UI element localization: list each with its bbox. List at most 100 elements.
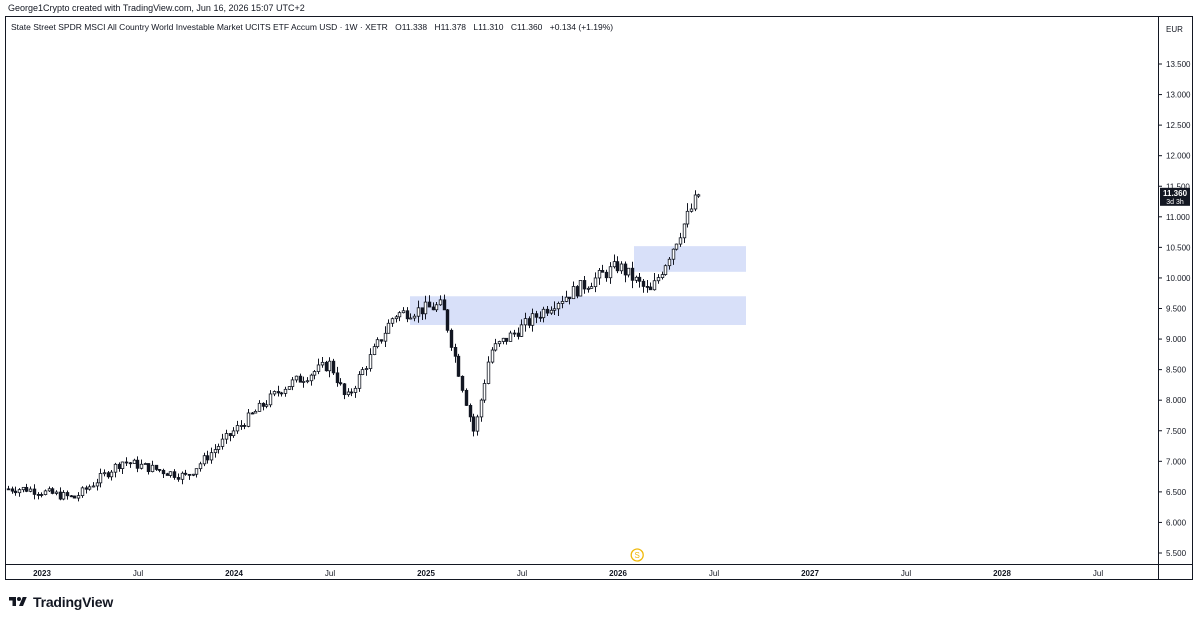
candle-body[interactable]: [176, 477, 181, 480]
candle-body[interactable]: [615, 261, 620, 272]
candle-body[interactable]: [305, 380, 310, 383]
candle-body[interactable]: [316, 364, 321, 372]
candle-body[interactable]: [106, 472, 111, 478]
candle-body[interactable]: [320, 361, 325, 366]
candle-body[interactable]: [43, 490, 48, 495]
candle-body[interactable]: [468, 405, 473, 418]
candle-body[interactable]: [357, 374, 362, 389]
candle-body[interactable]: [335, 372, 340, 384]
candle-body[interactable]: [519, 324, 524, 337]
candle-body[interactable]: [135, 459, 140, 469]
candle-body[interactable]: [545, 308, 550, 314]
candle-body[interactable]: [120, 461, 125, 469]
candle-body[interactable]: [449, 329, 454, 348]
last-price-label-bg[interactable]: [1160, 187, 1190, 206]
candle-body[interactable]: [386, 322, 391, 334]
candle-body[interactable]: [674, 243, 679, 250]
candle-body[interactable]: [648, 286, 653, 291]
candle-body[interactable]: [132, 459, 137, 464]
tradingview-logo[interactable]: TradingView: [8, 594, 113, 610]
candle-body[interactable]: [139, 463, 144, 469]
candle-body[interactable]: [641, 280, 646, 287]
candle-body[interactable]: [242, 425, 247, 427]
candle-body[interactable]: [117, 463, 122, 469]
candle-body[interactable]: [412, 315, 417, 319]
candle-body[interactable]: [143, 463, 148, 465]
candle-body[interactable]: [309, 374, 314, 382]
candle-body[interactable]: [261, 402, 266, 407]
candle-body[interactable]: [608, 266, 613, 279]
candle-body[interactable]: [586, 287, 591, 290]
candle-body[interactable]: [272, 391, 277, 395]
candle-body[interactable]: [564, 296, 569, 302]
candle-body[interactable]: [538, 316, 543, 319]
candle-body[interactable]: [368, 354, 373, 369]
candle-body[interactable]: [423, 301, 428, 315]
candle-body[interactable]: [264, 404, 269, 407]
candle-body[interactable]: [567, 296, 572, 300]
candle-body[interactable]: [205, 455, 210, 461]
candle-body[interactable]: [54, 491, 59, 494]
candle-body[interactable]: [493, 343, 498, 351]
candle-body[interactable]: [630, 267, 635, 281]
candle-body[interactable]: [338, 382, 343, 385]
candle-body[interactable]: [213, 449, 218, 454]
candle-body[interactable]: [28, 488, 33, 492]
candle-body[interactable]: [667, 258, 672, 267]
candle-body[interactable]: [283, 388, 288, 394]
candle-body[interactable]: [682, 223, 687, 239]
candle-body[interactable]: [693, 194, 698, 210]
candle-body[interactable]: [523, 318, 528, 326]
candle-body[interactable]: [250, 412, 255, 415]
candle-body[interactable]: [95, 482, 100, 487]
candle-body[interactable]: [578, 280, 583, 297]
candle-body[interactable]: [431, 306, 436, 311]
candle-body[interactable]: [246, 412, 251, 427]
candle-body[interactable]: [157, 469, 162, 471]
candle-body[interactable]: [394, 316, 399, 320]
candle-body[interactable]: [456, 355, 461, 377]
candle-body[interactable]: [202, 455, 207, 465]
candle-body[interactable]: [220, 438, 225, 447]
candle-body[interactable]: [209, 452, 214, 461]
candle-body[interactable]: [235, 425, 240, 432]
candle-body[interactable]: [589, 286, 594, 289]
candle-body[interactable]: [17, 489, 22, 494]
candle-body[interactable]: [379, 339, 384, 342]
candle-body[interactable]: [460, 375, 465, 391]
candle-body[interactable]: [276, 391, 281, 394]
candle-body[interactable]: [327, 360, 332, 372]
candle-body[interactable]: [24, 486, 29, 492]
candle-body[interactable]: [534, 313, 539, 318]
candle-body[interactable]: [685, 210, 690, 225]
candle-body[interactable]: [372, 346, 377, 355]
candle-body[interactable]: [168, 471, 173, 476]
candle-body[interactable]: [231, 430, 236, 437]
currency-label[interactable]: EUR: [1166, 25, 1183, 34]
candle-body[interactable]: [69, 495, 74, 498]
candle-body[interactable]: [165, 473, 170, 476]
candle-body[interactable]: [671, 248, 676, 260]
candle-body[interactable]: [216, 446, 221, 450]
candle-body[interactable]: [619, 263, 624, 272]
candle-body[interactable]: [65, 492, 70, 497]
candle-body[interactable]: [58, 491, 63, 500]
candle-body[interactable]: [180, 472, 185, 480]
candle-body[interactable]: [434, 304, 439, 311]
candle-body[interactable]: [390, 318, 395, 324]
candle-body[interactable]: [652, 280, 657, 291]
demand-zone-2[interactable]: [634, 246, 746, 272]
candle-body[interactable]: [597, 270, 602, 279]
candle-body[interactable]: [497, 341, 502, 345]
candle-body[interactable]: [47, 488, 52, 492]
candle-body[interactable]: [39, 494, 44, 496]
candle-body[interactable]: [512, 332, 517, 335]
candle-body[interactable]: [637, 276, 642, 282]
candle-body[interactable]: [290, 379, 295, 387]
candle-body[interactable]: [346, 391, 351, 396]
candle-body[interactable]: [656, 277, 661, 282]
candle-body[interactable]: [312, 371, 317, 376]
candle-body[interactable]: [634, 276, 639, 281]
candle-body[interactable]: [689, 208, 694, 212]
